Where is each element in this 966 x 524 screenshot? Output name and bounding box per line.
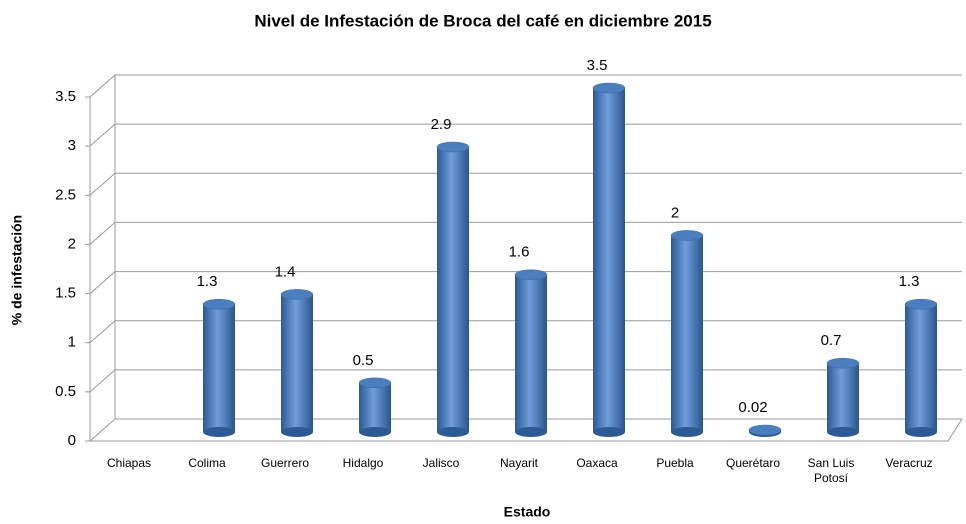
bar-top	[436, 141, 470, 153]
y-tick-label: 3	[68, 137, 76, 154]
x-tick-label: San Luis Potosí	[807, 456, 855, 485]
bar	[203, 304, 235, 432]
bar-top	[202, 298, 236, 310]
bar-base	[437, 427, 469, 437]
data-label: 3.5	[587, 57, 608, 74]
x-tick-label: Nayarit	[499, 456, 538, 470]
bar-base	[359, 427, 391, 437]
data-label: 0.7	[821, 332, 842, 349]
bar-base	[827, 427, 859, 437]
bar	[593, 88, 625, 432]
data-label: 1.4	[275, 263, 296, 280]
x-axis-title: Estado	[504, 504, 551, 520]
bar-base	[593, 427, 625, 437]
x-tick-label: Oaxaca	[576, 456, 618, 470]
bar	[905, 304, 937, 432]
bar-base	[281, 427, 313, 437]
y-axis-title: % de infestación	[9, 215, 25, 325]
x-tick-label: Chiapas	[106, 456, 152, 470]
data-label: 2	[671, 204, 679, 221]
grid-line	[89, 123, 962, 147]
y-tick-label: 0	[68, 432, 76, 449]
data-label: 1.6	[509, 244, 530, 261]
bar	[515, 274, 547, 432]
x-tick-label: Colima	[188, 456, 226, 470]
data-label: 1.3	[197, 273, 218, 290]
y-tick-label: 2.5	[55, 186, 76, 203]
bar-base	[671, 427, 703, 437]
bar	[671, 235, 703, 432]
x-tick-label: Guerrero	[260, 456, 310, 470]
grid-line	[89, 74, 962, 98]
x-tick-label: Querétaro	[725, 456, 781, 470]
x-tick-label: Puebla	[656, 456, 694, 470]
bar	[437, 146, 469, 432]
data-label: 0.02	[738, 399, 767, 416]
data-label: 1.3	[899, 273, 920, 290]
grid-line	[89, 172, 962, 196]
chart-title: Nivel de Infestación de Broca del café e…	[254, 11, 711, 30]
x-tick-label: Jalisco	[422, 456, 460, 470]
bar-base	[203, 427, 235, 437]
bar-top	[358, 377, 392, 389]
bar-top	[826, 357, 860, 369]
y-tick-label: 3.5	[55, 88, 76, 105]
bar-top	[670, 230, 704, 241]
bar-top	[514, 269, 548, 280]
bar	[281, 294, 313, 432]
bar-base	[515, 427, 547, 437]
bar-top	[280, 289, 314, 300]
y-tick-label: 1.5	[55, 285, 76, 302]
bar	[827, 363, 859, 432]
bar-top	[592, 82, 626, 94]
floor	[90, 418, 963, 442]
y-tick-label: 1	[68, 334, 76, 351]
y-tick-label: 2	[68, 235, 76, 252]
bar-top	[748, 424, 782, 436]
grid-line	[89, 221, 962, 245]
data-label: 2.9	[431, 116, 452, 133]
bar	[359, 382, 391, 432]
y-tick-label: 0.5	[55, 383, 76, 400]
x-tick-label: Hidalgo	[342, 456, 384, 470]
x-tick-label: Veracruz	[885, 456, 933, 470]
bar-top	[904, 298, 938, 310]
bar-base	[905, 427, 937, 437]
data-label: 0.5	[353, 352, 374, 369]
